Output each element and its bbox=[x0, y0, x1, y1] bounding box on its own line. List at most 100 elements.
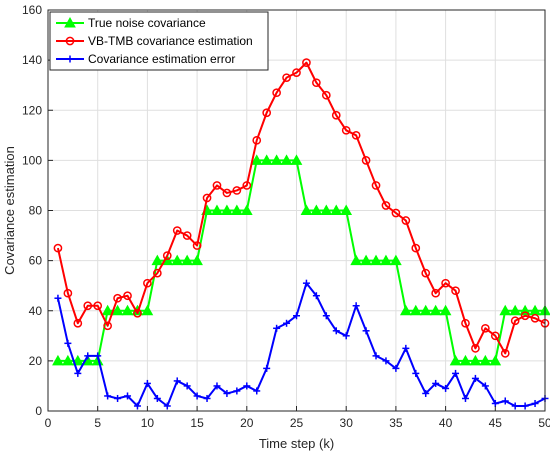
data-point bbox=[361, 156, 371, 165]
data-point bbox=[101, 304, 114, 316]
data-point bbox=[133, 402, 141, 410]
data-point bbox=[372, 352, 380, 360]
data-point bbox=[521, 402, 529, 410]
data-point bbox=[452, 369, 460, 377]
x-tick-label: 45 bbox=[489, 416, 503, 430]
data-point bbox=[471, 343, 480, 353]
data-point bbox=[511, 402, 519, 410]
data-point bbox=[402, 344, 410, 352]
data-point bbox=[419, 304, 432, 316]
data-point bbox=[481, 323, 490, 333]
data-point bbox=[331, 110, 341, 120]
legend: True noise covariance VB-TMB covariance e… bbox=[49, 11, 269, 71]
data-point bbox=[481, 382, 489, 390]
data-point bbox=[283, 319, 291, 327]
series-line bbox=[56, 282, 546, 407]
data-point bbox=[432, 379, 440, 387]
x-tick-label: 25 bbox=[290, 416, 304, 430]
data-point bbox=[390, 254, 402, 266]
data-point bbox=[172, 226, 182, 235]
data-point bbox=[141, 304, 154, 316]
data-point bbox=[441, 278, 450, 288]
x-tick-label: 50 bbox=[538, 416, 550, 430]
legend-marker bbox=[64, 16, 76, 28]
data-point bbox=[52, 354, 64, 366]
data-point bbox=[411, 243, 421, 253]
data-point bbox=[302, 279, 310, 287]
data-point bbox=[54, 294, 62, 302]
data-point bbox=[380, 254, 392, 266]
data-point bbox=[111, 304, 124, 316]
data-point bbox=[501, 397, 509, 405]
data-point bbox=[260, 154, 273, 165]
data-point bbox=[71, 354, 84, 366]
data-point bbox=[183, 382, 191, 390]
data-point bbox=[223, 389, 231, 397]
legend-marker bbox=[66, 55, 74, 63]
data-point bbox=[113, 293, 122, 303]
y-tick-label: 0 bbox=[35, 404, 42, 418]
data-point bbox=[262, 108, 272, 118]
data-point bbox=[392, 364, 400, 372]
data-point bbox=[270, 154, 283, 165]
data-point bbox=[63, 288, 73, 298]
data-point bbox=[252, 135, 262, 145]
data-point bbox=[162, 251, 172, 260]
data-point bbox=[422, 389, 430, 397]
data-point bbox=[439, 304, 452, 316]
data-point bbox=[250, 154, 263, 165]
data-point bbox=[292, 68, 301, 78]
data-point bbox=[409, 304, 422, 316]
data-point bbox=[293, 312, 300, 320]
x-tick-label: 30 bbox=[340, 416, 354, 430]
y-tick-label: 120 bbox=[22, 103, 42, 117]
y-tick-label: 20 bbox=[29, 354, 43, 368]
legend-box bbox=[49, 11, 269, 71]
data-point bbox=[360, 254, 372, 266]
data-point bbox=[510, 316, 520, 326]
data-point bbox=[531, 399, 539, 407]
data-point bbox=[421, 268, 431, 278]
data-point bbox=[143, 379, 151, 387]
y-tick-label: 140 bbox=[22, 53, 42, 67]
data-point bbox=[62, 354, 74, 366]
data-point bbox=[330, 204, 343, 215]
x-tick-label: 15 bbox=[190, 416, 204, 430]
legend-item: Covariance estimation error bbox=[56, 52, 235, 66]
data-point bbox=[104, 392, 112, 400]
data-point bbox=[320, 204, 333, 215]
data-point bbox=[290, 154, 303, 165]
data-point bbox=[459, 354, 472, 366]
data-point bbox=[391, 208, 401, 218]
legend-label: True noise covariance bbox=[88, 16, 206, 30]
data-point bbox=[193, 392, 201, 400]
data-point bbox=[74, 369, 82, 377]
data-point bbox=[203, 394, 211, 402]
series-line bbox=[56, 61, 546, 355]
data-point bbox=[53, 243, 63, 253]
y-tick-label: 160 bbox=[22, 3, 42, 17]
data-point bbox=[192, 241, 202, 250]
legend-marker bbox=[65, 36, 75, 46]
data-point bbox=[469, 354, 482, 366]
data-point bbox=[153, 394, 161, 402]
data-point bbox=[212, 181, 222, 190]
data-point bbox=[499, 304, 512, 316]
data-point bbox=[84, 352, 92, 360]
data-point bbox=[173, 377, 181, 385]
data-point bbox=[461, 318, 470, 328]
data-point bbox=[123, 291, 132, 301]
x-tick-label: 35 bbox=[389, 416, 403, 430]
data-point bbox=[442, 384, 450, 392]
data-point bbox=[202, 193, 212, 203]
data-point bbox=[243, 382, 251, 390]
data-point bbox=[191, 254, 203, 266]
x-tick-label: 10 bbox=[141, 416, 155, 430]
data-point bbox=[302, 58, 311, 67]
data-point bbox=[520, 311, 530, 321]
data-point bbox=[151, 254, 164, 266]
data-point bbox=[300, 204, 313, 215]
data-point bbox=[491, 399, 499, 407]
data-point bbox=[222, 188, 232, 198]
data-point bbox=[232, 186, 242, 195]
